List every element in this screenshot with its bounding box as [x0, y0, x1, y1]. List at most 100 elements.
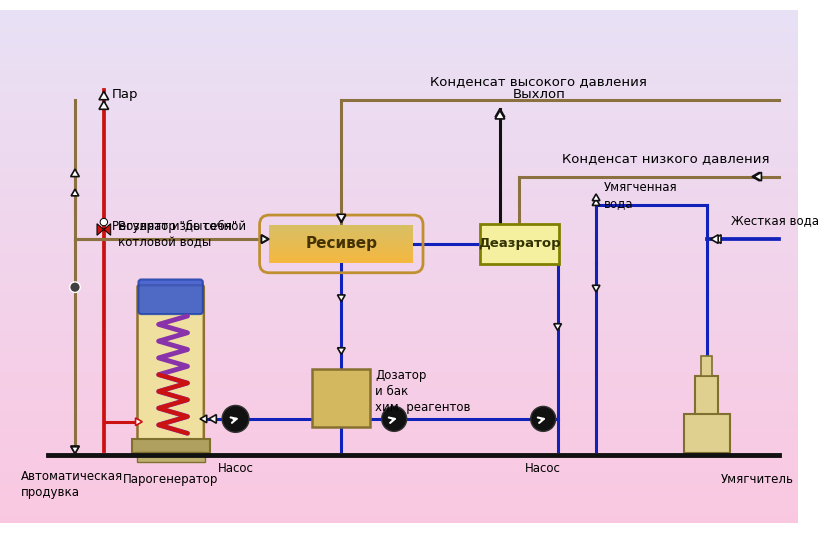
Bar: [0, 382, 798, 386]
Bar: [0, 109, 798, 113]
Text: Конденсат низкого давления: Конденсат низкого давления: [563, 152, 770, 165]
Bar: [269, 226, 413, 228]
Bar: [269, 255, 413, 257]
Bar: [0, 330, 798, 335]
Bar: [269, 231, 413, 232]
Bar: [0, 113, 798, 117]
Bar: [269, 248, 413, 249]
Bar: [0, 143, 798, 147]
Bar: [0, 305, 798, 309]
Bar: [0, 117, 798, 122]
Bar: [0, 258, 798, 262]
Bar: [269, 245, 413, 246]
Bar: [0, 207, 798, 211]
Polygon shape: [710, 235, 718, 244]
Polygon shape: [752, 172, 759, 181]
Bar: [0, 292, 798, 296]
Polygon shape: [71, 446, 80, 454]
Bar: [0, 502, 798, 506]
Polygon shape: [99, 91, 109, 100]
Polygon shape: [261, 235, 269, 244]
Bar: [0, 139, 798, 143]
Text: Насос: Насос: [217, 462, 253, 475]
Text: Деазратор: Деазратор: [478, 237, 560, 251]
Bar: [0, 160, 798, 164]
Bar: [0, 173, 798, 177]
Bar: [0, 185, 798, 190]
Bar: [0, 66, 798, 70]
Bar: [0, 228, 798, 232]
Bar: [0, 356, 798, 360]
Bar: [0, 126, 798, 130]
Bar: [0, 53, 798, 57]
Bar: [0, 198, 798, 203]
Bar: [0, 446, 798, 450]
Polygon shape: [71, 169, 80, 176]
Bar: [269, 240, 413, 241]
Polygon shape: [496, 109, 505, 117]
Bar: [269, 251, 413, 252]
Polygon shape: [337, 214, 345, 222]
Polygon shape: [71, 447, 79, 454]
Bar: [0, 36, 798, 40]
Bar: [132, 439, 210, 453]
Bar: [0, 70, 798, 74]
Bar: [0, 168, 798, 173]
Bar: [0, 194, 798, 198]
Bar: [269, 254, 413, 255]
Bar: [0, 403, 798, 407]
Bar: [0, 335, 798, 339]
Bar: [0, 369, 798, 373]
Bar: [0, 190, 798, 194]
Bar: [0, 241, 798, 245]
Bar: [0, 23, 798, 27]
Bar: [0, 279, 798, 284]
Bar: [0, 506, 798, 510]
Polygon shape: [97, 224, 104, 235]
Polygon shape: [496, 110, 505, 119]
Bar: [0, 215, 798, 220]
Text: Умягченная
вода: Умягченная вода: [603, 181, 677, 211]
Bar: [0, 497, 798, 502]
Text: Автоматическая
продувка: Автоматическая продувка: [21, 470, 124, 499]
Bar: [0, 455, 798, 459]
Bar: [269, 252, 413, 254]
Bar: [0, 254, 798, 258]
Bar: [0, 463, 798, 467]
Bar: [0, 360, 798, 365]
Bar: [0, 429, 798, 433]
Circle shape: [530, 406, 556, 431]
Bar: [0, 224, 798, 228]
Polygon shape: [209, 415, 217, 423]
Bar: [0, 177, 798, 181]
Bar: [0, 424, 798, 429]
Bar: [0, 399, 798, 403]
Bar: [0, 313, 798, 318]
Bar: [0, 309, 798, 313]
Bar: [0, 19, 798, 23]
Bar: [136, 451, 205, 462]
Bar: [0, 27, 798, 31]
Text: Конденсат высокого давления: Конденсат высокого давления: [430, 75, 647, 88]
Text: Ресивер: Ресивер: [305, 237, 378, 252]
Circle shape: [100, 219, 108, 226]
Bar: [269, 236, 413, 237]
Bar: [0, 386, 798, 390]
Bar: [0, 339, 798, 343]
Bar: [0, 44, 798, 49]
Polygon shape: [554, 324, 561, 330]
Text: Регулятор "до себя": Регулятор "до себя": [111, 220, 237, 233]
Polygon shape: [593, 285, 600, 292]
Bar: [0, 489, 798, 493]
Polygon shape: [261, 235, 268, 243]
Bar: [269, 257, 413, 259]
Bar: [269, 239, 413, 240]
Bar: [0, 61, 798, 66]
Bar: [0, 433, 798, 437]
Bar: [0, 365, 798, 369]
FancyBboxPatch shape: [138, 285, 204, 443]
Bar: [0, 122, 798, 126]
Bar: [269, 259, 413, 260]
Bar: [0, 514, 798, 519]
Text: Дозатор
и бак
хим. реагентов: Дозатор и бак хим. реагентов: [375, 369, 471, 414]
